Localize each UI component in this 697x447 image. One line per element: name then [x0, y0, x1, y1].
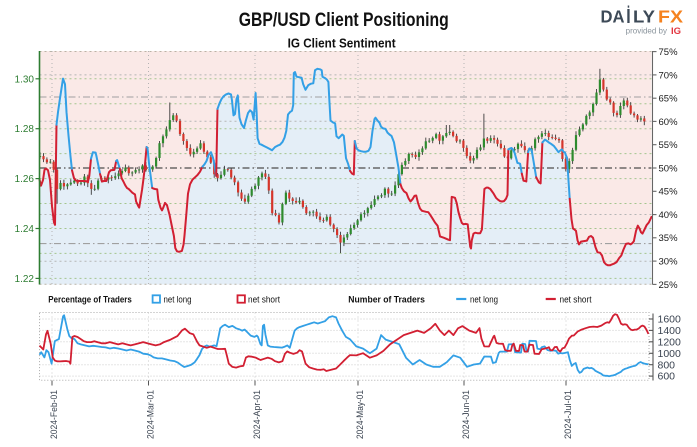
svg-text:25%: 25%	[659, 280, 679, 291]
svg-text:30%: 30%	[659, 257, 679, 268]
svg-text:provided by: provided by	[626, 27, 667, 36]
svg-text:75%: 75%	[659, 47, 679, 58]
svg-text:1.26: 1.26	[15, 174, 35, 185]
svg-text:DA: DA	[601, 7, 625, 27]
svg-text:1.28: 1.28	[15, 124, 35, 135]
svg-text:1000: 1000	[658, 348, 682, 360]
svg-text:net long: net long	[470, 294, 498, 304]
svg-text:2024-Jun-01: 2024-Jun-01	[461, 390, 471, 439]
svg-text:1200: 1200	[658, 336, 682, 348]
svg-text:GBP/USD Client Positioning: GBP/USD Client Positioning	[239, 10, 449, 31]
svg-text:1.24: 1.24	[15, 224, 35, 235]
svg-text:IG Client Sentiment: IG Client Sentiment	[288, 36, 397, 51]
svg-text:1400: 1400	[658, 325, 682, 337]
svg-text:800: 800	[658, 359, 676, 371]
svg-text:600: 600	[658, 371, 676, 383]
svg-text:1.22: 1.22	[15, 274, 35, 285]
svg-text:65%: 65%	[659, 94, 679, 105]
svg-text:2024-May-01: 2024-May-01	[355, 390, 365, 439]
svg-text:net long: net long	[164, 294, 192, 304]
svg-text:net short: net short	[560, 294, 592, 304]
svg-text:1600: 1600	[658, 314, 682, 326]
svg-text:Percentage of Traders: Percentage of Traders	[48, 294, 132, 304]
svg-text:2024-Feb-01: 2024-Feb-01	[49, 390, 59, 439]
svg-text:2024-Apr-01: 2024-Apr-01	[252, 390, 262, 439]
svg-text:45%: 45%	[659, 187, 679, 198]
svg-text:net short: net short	[248, 294, 280, 304]
svg-text:55%: 55%	[659, 140, 679, 151]
svg-text:FX: FX	[658, 7, 683, 27]
svg-text:40%: 40%	[659, 210, 679, 221]
svg-text:LY: LY	[633, 7, 655, 27]
svg-text:2024-Jul-01: 2024-Jul-01	[563, 390, 573, 439]
svg-text:IG: IG	[671, 26, 681, 37]
svg-text:35%: 35%	[659, 233, 679, 244]
svg-text:70%: 70%	[659, 70, 679, 81]
svg-text:60%: 60%	[659, 117, 679, 128]
svg-text:2024-Mar-01: 2024-Mar-01	[146, 390, 156, 439]
svg-text:1.30: 1.30	[15, 74, 35, 85]
svg-text:50%: 50%	[659, 163, 679, 174]
svg-text:Number of Traders: Number of Traders	[348, 294, 425, 304]
